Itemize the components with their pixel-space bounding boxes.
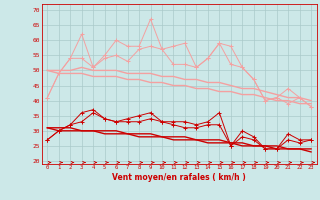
X-axis label: Vent moyen/en rafales ( km/h ): Vent moyen/en rafales ( km/h ) — [112, 173, 246, 182]
